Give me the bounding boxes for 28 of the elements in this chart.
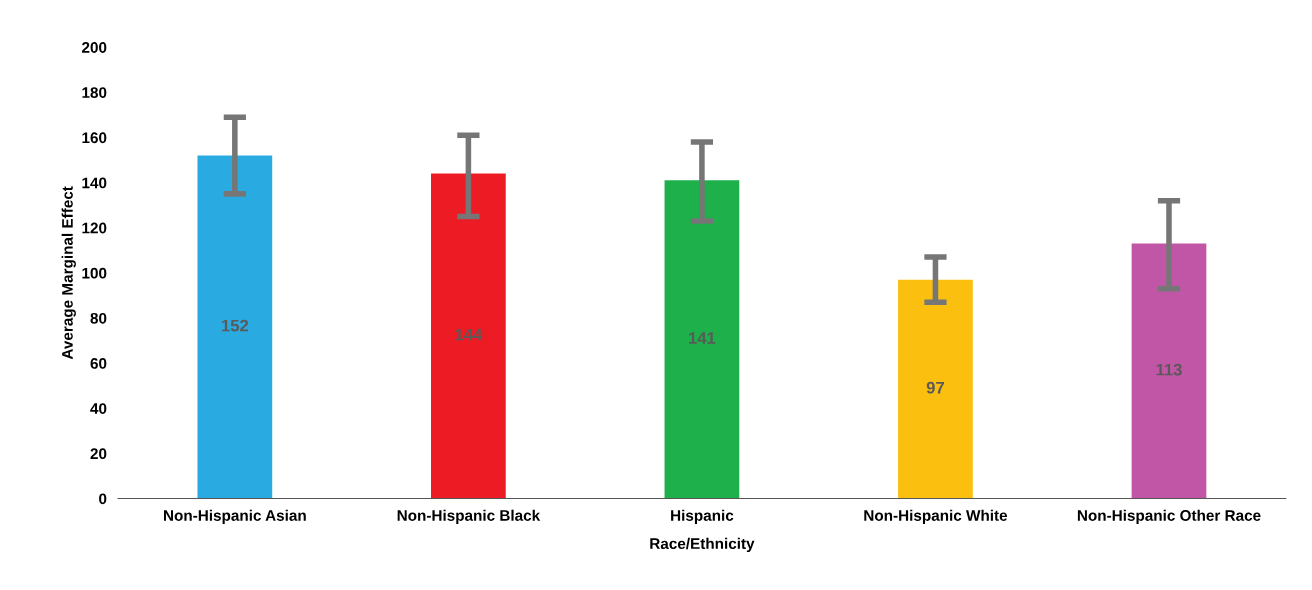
bar xyxy=(431,173,506,499)
x-axis-title: Race/Ethnicity xyxy=(650,537,755,553)
y-tick-label: 0 xyxy=(99,493,107,505)
bar xyxy=(1131,243,1207,499)
data-label: 113 xyxy=(1156,363,1182,376)
bar xyxy=(197,155,273,499)
y-tick-label: 60 xyxy=(90,358,107,369)
y-tick-label: 80 xyxy=(90,312,107,324)
y-tick-label: 40 xyxy=(90,403,107,414)
y-tick-label: 120 xyxy=(82,222,107,234)
x-tick-label: Hispanic xyxy=(671,509,734,524)
data-label: 141 xyxy=(689,332,716,344)
y-tick-label: 100 xyxy=(82,267,107,279)
x-tick-label: Non-Hispanic White xyxy=(864,509,1008,524)
bar xyxy=(664,180,740,499)
y-axis-title: Average Marginal Effect xyxy=(61,186,76,360)
y-tick-label: 140 xyxy=(82,177,107,189)
data-label: 97 xyxy=(926,381,944,394)
x-tick-label: Non-Hispanic Black xyxy=(397,509,541,524)
data-label: 144 xyxy=(455,328,483,341)
data-label: 152 xyxy=(222,319,249,332)
x-tick-label: Non-Hispanic Other Race xyxy=(1077,509,1261,524)
y-tick-label: 160 xyxy=(82,132,107,144)
y-tick-label: 180 xyxy=(82,87,107,99)
y-tick-label: 200 xyxy=(82,42,107,53)
bar xyxy=(898,279,973,499)
x-tick-label: Non-Hispanic Asian xyxy=(164,509,306,524)
y-tick-label: 20 xyxy=(90,448,107,460)
